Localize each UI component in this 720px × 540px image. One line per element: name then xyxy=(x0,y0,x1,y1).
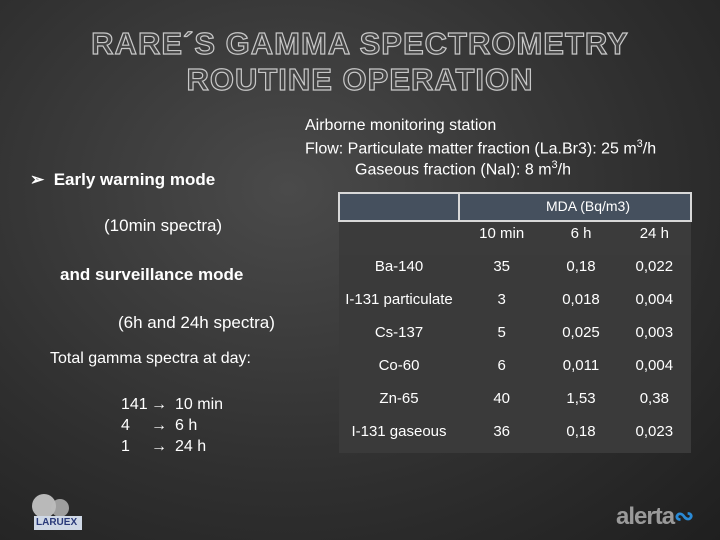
mda-table: MDA (Bq/m3) 10 min 6 h 24 h Ba-140 35 0,18 0,… xyxy=(338,192,692,453)
cell: 0,18 xyxy=(544,420,618,453)
cell: 35 xyxy=(459,255,545,288)
period: 10 min xyxy=(175,396,224,413)
table-row: I-131 gaseous 36 0,18 0,023 xyxy=(339,420,691,453)
cell: 0,004 xyxy=(617,354,691,387)
count: 4 xyxy=(121,417,130,434)
spectra-item: 4 → 6 h xyxy=(121,415,223,436)
logo-text: alerta xyxy=(616,503,675,530)
arrow: → xyxy=(151,396,167,413)
cell: 0,003 xyxy=(617,321,691,354)
period: 6 h xyxy=(175,417,198,434)
text: (6h and 24h spectra) xyxy=(118,313,275,332)
cell: 0,38 xyxy=(617,387,691,420)
table-row: Cs-137 5 0,025 0,003 xyxy=(339,321,691,354)
column-header: 24 h xyxy=(617,220,691,255)
table-row: Zn-65 40 1,53 0,38 xyxy=(339,387,691,420)
cell: 0,004 xyxy=(617,288,691,321)
cell: 0,011 xyxy=(544,354,618,387)
text: Total gamma spectra at day: xyxy=(50,350,251,367)
spectra-list: 141 → 10 min 4 → 6 h 1 → 24 h xyxy=(121,394,223,457)
cell: 36 xyxy=(459,420,545,453)
cell: 0,18 xyxy=(544,255,618,288)
laruex-logo: LARUEX xyxy=(14,488,94,532)
column-row: 10 min 6 h 24 h xyxy=(339,220,691,255)
text: Gaseous fraction (NaI): 8 m3/h xyxy=(355,159,571,179)
cell: 5 xyxy=(459,321,545,354)
nuclide: I-131 gaseous xyxy=(339,420,459,453)
cell: 0,023 xyxy=(617,420,691,453)
text: and surveillance mode xyxy=(60,265,244,284)
cell xyxy=(338,192,460,222)
nuclide: Zn-65 xyxy=(339,387,459,420)
cell: 40 xyxy=(459,387,545,420)
bullet: ➢ Early warning mode xyxy=(30,170,215,190)
text: /h xyxy=(642,140,657,158)
table-header: MDA (Bq/m3) xyxy=(458,192,692,222)
cell: 1,53 xyxy=(544,387,618,420)
text: Airborne monitoring station xyxy=(305,117,497,134)
count: 141 xyxy=(121,396,148,413)
superscript: 3 xyxy=(636,138,643,150)
table-row: Ba-140 35 0,18 0,022 xyxy=(339,255,691,288)
cell: 6 xyxy=(459,354,545,387)
table-row: Co-60 6 0,011 0,004 xyxy=(339,354,691,387)
period: 24 h xyxy=(175,438,207,455)
logo-text: LARUEX xyxy=(36,517,78,528)
cell: 0,022 xyxy=(617,255,691,288)
column-header: 10 min xyxy=(459,220,545,255)
nuclide: I-131 particulate xyxy=(339,288,459,321)
nuclide: Cs-137 xyxy=(339,321,459,354)
nuclide: Ba-140 xyxy=(339,255,459,288)
spectra-item: 1 → 24 h xyxy=(121,436,223,457)
cell: 0,025 xyxy=(544,321,618,354)
logo-graphic xyxy=(32,494,82,530)
text: Flow: Particulate matter fraction (La.Br… xyxy=(305,138,656,158)
table-row: I-131 particulate 3 0,018 0,004 xyxy=(339,288,691,321)
bullet-text: Early warning mode xyxy=(53,170,216,189)
column-header: 6 h xyxy=(544,220,618,255)
nuclide: Co-60 xyxy=(339,354,459,387)
arrow: → xyxy=(151,438,167,455)
text: Flow: Particulate matter fraction (La.Br… xyxy=(305,140,637,158)
cell: 3 xyxy=(459,288,545,321)
arrow: → xyxy=(151,417,167,434)
cell: 0,018 xyxy=(544,288,618,321)
bullet-arrow: ➢ xyxy=(30,170,54,189)
logo-mark: ∾ xyxy=(674,503,694,530)
count: 1 xyxy=(121,438,130,455)
text: Gaseous fraction (NaI): 8 m xyxy=(355,161,552,179)
alerta-logo: alerta∾ xyxy=(616,502,694,531)
text: /h xyxy=(557,161,571,179)
cell xyxy=(339,220,459,255)
title-line: ROUTINE OPERATION xyxy=(186,61,534,97)
spectra-item: 141 → 10 min xyxy=(121,394,223,415)
superscript: 3 xyxy=(551,159,558,171)
header-row: MDA (Bq/m3) xyxy=(338,192,692,222)
title-line: RARE´S GAMMA SPECTROMETRY xyxy=(91,25,629,61)
text: (10min spectra) xyxy=(104,216,223,235)
